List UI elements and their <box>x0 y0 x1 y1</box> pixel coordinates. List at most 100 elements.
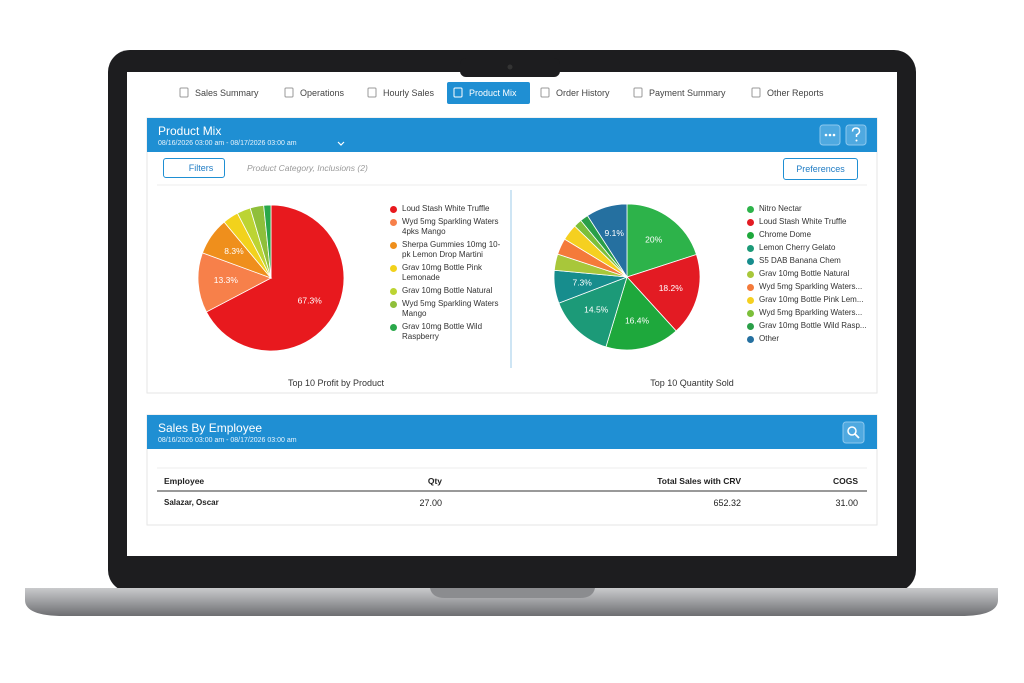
pie-slice <box>586 203 628 279</box>
tab[interactable]: Sales Summary <box>195 88 259 98</box>
icon <box>851 127 861 137</box>
legend-label: Wyd 5mg Sparkling Waters... <box>759 282 863 291</box>
pie-slice <box>197 252 272 313</box>
column-header[interactable]: Employee <box>164 476 205 486</box>
tab-icon <box>453 87 463 98</box>
tab-icon <box>367 87 377 98</box>
legend-swatch <box>390 241 397 249</box>
legend-item[interactable]: Grav 10mg Bottle Natural <box>747 269 872 279</box>
legend-item[interactable]: Wyd 5mg Sparkling Waters... <box>747 282 872 292</box>
legend-item[interactable]: Lemon Cherry Gelato <box>747 243 872 253</box>
legend-label: Wyd 5mg Bparkling Waters... <box>759 308 863 317</box>
legend-item[interactable]: S5 DAB Banana Chem <box>747 256 872 266</box>
legend-swatch <box>390 205 397 213</box>
slice-label: 13.3% <box>214 275 239 285</box>
legend-label: Lemon Cherry Gelato <box>759 243 836 252</box>
legend-label: Other <box>759 334 780 343</box>
legend-item[interactable]: Loud Stash White Truffle <box>747 217 872 227</box>
column-header[interactable]: COGS <box>832 476 858 486</box>
legend-item[interactable]: Grav 10mg Bottle Natural <box>390 286 508 296</box>
legend-item[interactable]: Wyd 5mg Bparkling Waters... <box>747 308 872 318</box>
tab[interactable]: Product Mix <box>469 88 517 98</box>
legend-label: Loud Stash White Truffle <box>759 217 847 226</box>
legend: Loud Stash White Truffle Wyd 5mg Sparklin… <box>390 204 508 345</box>
legend-item[interactable]: Grav 10mg Bottle Wild Rasp... <box>747 321 872 331</box>
search-button[interactable] <box>842 421 865 444</box>
legend-item[interactable]: Wyd 5mg Sparkling Waters 4pks Mango <box>390 217 508 237</box>
tab-icon <box>179 87 189 98</box>
legend-label: Grav 10mg Bottle Wild Rasp... <box>759 321 867 330</box>
legend-swatch <box>747 322 754 330</box>
legend-item[interactable]: Chrome Dome <box>747 230 872 240</box>
legend-swatch <box>747 231 754 239</box>
legend-item[interactable]: Sherpa Gummies 10mg 10-pk Lemon Drop Mar… <box>390 240 508 260</box>
button-label: Preferences <box>796 164 845 174</box>
legend-label: Nitro Nectar <box>759 204 802 213</box>
legend-swatch <box>747 270 754 278</box>
icon <box>854 433 860 439</box>
slice-label: 20% <box>645 235 662 245</box>
date-range[interactable]: 08/16/2026 03:00 am - 08/17/2026 03:00 a… <box>158 140 297 147</box>
camera <box>507 64 513 70</box>
legend-swatch <box>747 296 754 304</box>
date-range: 08/16/2026 03:00 am - 08/17/2026 03:00 a… <box>158 437 297 444</box>
button-label: Filters <box>188 163 214 173</box>
filters-button[interactable]: Filters <box>163 158 225 178</box>
slice-label: 8.3% <box>224 246 244 256</box>
chart-title: Top 10 Quantity Sold <box>650 378 734 388</box>
legend-swatch <box>747 218 754 226</box>
tab[interactable]: Other Reports <box>767 88 824 98</box>
legend-label: Grav 10mg Bottle Natural <box>402 286 493 295</box>
slice-label: 14.5% <box>584 304 609 314</box>
legend-item[interactable]: Grav 10mg Bottle Pink Lem... <box>747 295 872 305</box>
legend-label: Grav 10mg Bottle Wild Raspberry <box>402 322 483 341</box>
legend-swatch <box>390 287 397 295</box>
legend: Nitro Nectar Loud Stash White Truffle Chro… <box>747 204 872 347</box>
tab[interactable]: Payment Summary <box>649 88 726 98</box>
table-cell: 27.00 <box>419 498 442 508</box>
slice-label: 67.3% <box>298 296 323 306</box>
panel-header <box>147 415 877 449</box>
legend-label: S5 DAB Banana Chem <box>759 256 841 265</box>
pie-slice <box>263 204 272 279</box>
legend-swatch <box>747 205 754 213</box>
legend-swatch <box>747 283 754 291</box>
legend-label: Wyd 5mg Sparkling Waters Mango <box>402 299 499 318</box>
tab[interactable]: Order History <box>556 88 610 98</box>
table-cell: Salazar, Oscar <box>164 498 219 507</box>
legend-swatch <box>747 257 754 265</box>
legend-item[interactable]: Loud Stash White Truffle <box>390 204 508 214</box>
pie-slice <box>605 276 677 351</box>
dropdown-icon <box>337 141 345 146</box>
preferences-button[interactable]: Preferences <box>783 158 858 180</box>
legend-item[interactable]: Wyd 5mg Sparkling Waters Mango <box>390 299 508 319</box>
tab-icon <box>633 87 643 98</box>
icon <box>855 139 858 142</box>
table-cell: 31.00 <box>835 498 858 508</box>
tab[interactable]: Hourly Sales <box>383 88 435 98</box>
pie-slice <box>558 276 628 348</box>
legend-swatch <box>747 244 754 252</box>
slice-label: 7.3% <box>572 277 592 287</box>
tab[interactable]: Operations <box>300 88 345 98</box>
icon <box>847 426 857 436</box>
pie-slice <box>205 204 345 352</box>
chart-title: Top 10 Profit by Product <box>287 378 385 388</box>
icon <box>832 133 836 137</box>
legend-item[interactable]: Grav 10mg Bottle Wild Raspberry <box>390 322 508 342</box>
legend-swatch <box>390 264 397 272</box>
legend-item[interactable]: Grav 10mg Bottle Pink Lemonade <box>390 263 508 283</box>
column-header[interactable]: Qty <box>427 476 442 486</box>
legend-label: Sherpa Gummies 10mg 10-pk Lemon Drop Mar… <box>402 240 501 259</box>
legend-label: Grav 10mg Bottle Natural <box>759 269 850 278</box>
legend-swatch <box>390 323 397 331</box>
filter-summary: Product Category, Inclusions (2) <box>247 163 368 173</box>
icon <box>824 133 828 137</box>
column-header[interactable]: Total Sales with CRV <box>657 476 741 486</box>
legend-swatch <box>390 300 397 308</box>
icon <box>828 133 832 137</box>
legend-item[interactable]: Nitro Nectar <box>747 204 872 214</box>
legend-item[interactable]: Other <box>747 334 872 344</box>
